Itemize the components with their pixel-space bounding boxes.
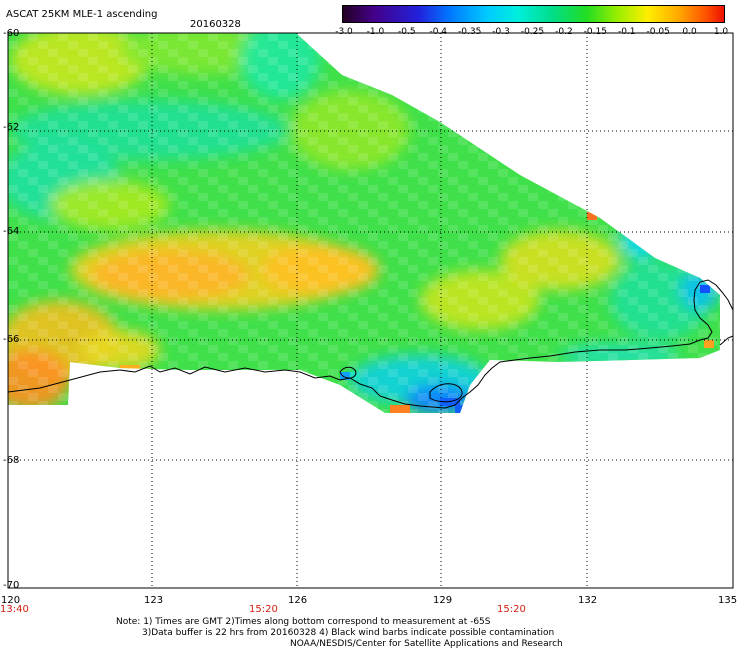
map-date: 20160328 bbox=[190, 19, 241, 30]
coastline bbox=[7, 279, 734, 409]
colorbar-label: -0.25 bbox=[520, 27, 545, 37]
colorbar-label: -0.4 bbox=[429, 27, 448, 37]
lat-label-68: -68 bbox=[3, 455, 20, 466]
lon-label-129: 129 bbox=[433, 595, 453, 606]
lat-label-64: -64 bbox=[3, 226, 20, 237]
lon-label-123: 123 bbox=[144, 595, 164, 606]
lat-label-60: -60 bbox=[3, 28, 20, 39]
time-label-start: 13:40 bbox=[0, 604, 29, 615]
colorbar bbox=[342, 5, 725, 23]
lon-label-126: 126 bbox=[288, 595, 308, 606]
footer-note-2: 3)Data buffer is 22 hrs from 20160328 4)… bbox=[142, 628, 555, 638]
map-grid bbox=[8, 33, 733, 588]
colorbar-label: -3.0 bbox=[335, 27, 353, 37]
lat-label-66: -66 bbox=[3, 334, 20, 345]
time-label-end: 15:20 bbox=[497, 604, 526, 615]
colorbar-label: -0.05 bbox=[646, 27, 670, 37]
map-frame bbox=[7, 32, 734, 589]
colorbar-label: -0.5 bbox=[398, 27, 416, 37]
coast-island bbox=[339, 366, 357, 379]
footer-note-1: Note: 1) Times are GMT 2)Times along bot… bbox=[116, 617, 491, 627]
colorbar-label: 1.0 bbox=[713, 27, 729, 37]
lat-label-62: -62 bbox=[3, 122, 20, 133]
map-title: ASCAT 25KM MLE-1 ascending bbox=[6, 9, 158, 20]
colorbar-label: -0.2 bbox=[555, 27, 573, 37]
colorbar-label: 0.0 bbox=[682, 27, 697, 37]
colorbar-label: -1.0 bbox=[366, 27, 385, 37]
lon-label-132: 132 bbox=[578, 595, 598, 606]
footer-note-3: NOAA/NESDIS/Center for Satellite Applica… bbox=[290, 639, 563, 649]
coast-east bbox=[719, 335, 734, 346]
colorbar-label: -0.35 bbox=[458, 27, 482, 37]
lon-label-120: 120 bbox=[1, 595, 21, 606]
colorbar-label: -0.3 bbox=[492, 27, 510, 37]
coast-bay bbox=[429, 383, 463, 403]
colorbar-label: -0.15 bbox=[583, 27, 607, 37]
lon-label-135: 135 bbox=[718, 595, 738, 606]
colorbar-label: -0.1 bbox=[617, 27, 636, 37]
lat-label-70: -70 bbox=[3, 580, 20, 591]
time-label-mid: 15:20 bbox=[249, 604, 278, 615]
